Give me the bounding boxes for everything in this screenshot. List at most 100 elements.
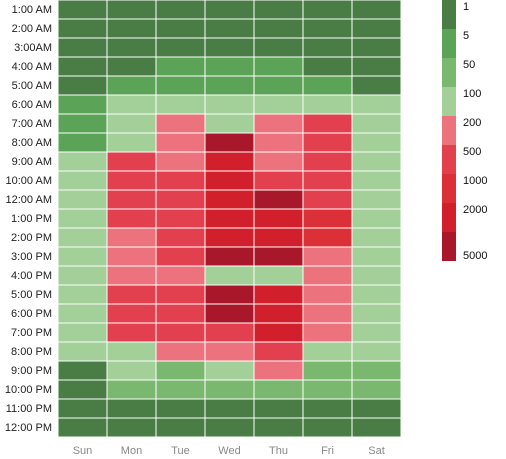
row-label: 3:00AM — [14, 42, 52, 54]
heatmap-cell — [155, 37, 206, 58]
heatmap-cell — [253, 398, 304, 419]
heatmap-cell — [351, 189, 402, 210]
heatmap-cell — [302, 379, 353, 400]
heatmap-cell — [302, 170, 353, 191]
legend-label: 1 — [463, 1, 469, 13]
heatmap-cell — [155, 113, 206, 134]
heatmap-cell — [351, 37, 402, 58]
heatmap-cell — [155, 417, 206, 438]
heatmap-cell — [106, 398, 157, 419]
heatmap-cell — [302, 37, 353, 58]
heatmap-cell — [302, 360, 353, 381]
heatmap-cell — [204, 341, 255, 362]
heatmap-cell — [155, 170, 206, 191]
row-label: 4:00 PM — [11, 270, 52, 282]
heatmap-cell — [351, 284, 402, 305]
heatmap-cell — [106, 246, 157, 267]
heatmap-cell — [302, 151, 353, 172]
heatmap-cell — [155, 94, 206, 115]
heatmap-cell — [302, 265, 353, 286]
heatmap-cell — [155, 284, 206, 305]
heatmap-cell — [253, 322, 304, 343]
legend-swatch — [442, 145, 456, 174]
heatmap-cell — [351, 265, 402, 286]
heatmap-cell — [106, 94, 157, 115]
heatmap-cell — [253, 208, 304, 229]
heatmap-cell — [204, 75, 255, 96]
heatmap-cell — [204, 94, 255, 115]
heatmap-cell — [302, 189, 353, 210]
heatmap-cell — [351, 322, 402, 343]
heatmap-cell — [106, 0, 157, 20]
column-label: Sun — [73, 445, 93, 457]
heatmap-cell — [253, 360, 304, 381]
heatmap-cell — [253, 18, 304, 39]
heatmap-cell — [253, 113, 304, 134]
row-label: 12:00 AM — [6, 194, 52, 206]
heatmap-cell — [155, 151, 206, 172]
heatmap-cell — [57, 398, 108, 419]
row-label: 7:00 PM — [11, 327, 52, 339]
heatmap-cell — [253, 341, 304, 362]
heatmap-cell — [106, 189, 157, 210]
heatmap-cell — [351, 303, 402, 324]
heatmap-cell — [253, 37, 304, 58]
heatmap-cell — [302, 56, 353, 77]
column-label: Sat — [368, 445, 385, 457]
heatmap-cell — [302, 0, 353, 20]
heatmap-cell — [204, 0, 255, 20]
heatmap-cell — [106, 18, 157, 39]
heatmap-cell — [106, 265, 157, 286]
legend-swatch — [442, 58, 456, 87]
heatmap-cell — [253, 0, 304, 20]
heatmap-cell — [302, 246, 353, 267]
heatmap-cell — [155, 341, 206, 362]
heatmap-cell — [351, 398, 402, 419]
heatmap-cell — [253, 227, 304, 248]
legend-swatch — [442, 87, 456, 116]
heatmap-cell — [106, 37, 157, 58]
heatmap-cell — [204, 265, 255, 286]
heatmap-cell — [351, 227, 402, 248]
heatmap-cell — [351, 208, 402, 229]
heatmap-cell — [302, 94, 353, 115]
heatmap-cell — [253, 94, 304, 115]
heatmap-cell — [204, 379, 255, 400]
legend-swatch — [442, 29, 456, 58]
heatmap-cell — [351, 56, 402, 77]
heatmap-cell — [253, 75, 304, 96]
heatmap-cell — [155, 246, 206, 267]
legend-swatch — [442, 116, 456, 145]
heatmap-cell — [204, 208, 255, 229]
heatmap-cell — [155, 18, 206, 39]
heatmap-cell — [204, 284, 255, 305]
legend-label: 5000 — [463, 250, 487, 262]
row-label: 6:00 AM — [12, 99, 52, 111]
row-label: 5:00 AM — [12, 80, 52, 92]
heatmap-cell — [57, 132, 108, 153]
heatmap-cell — [204, 18, 255, 39]
row-label: 1:00 AM — [12, 4, 52, 16]
heatmap-cell — [57, 284, 108, 305]
heatmap-cell — [351, 246, 402, 267]
heatmap-cell — [106, 284, 157, 305]
heatmap-cell — [106, 56, 157, 77]
heatmap-cell — [302, 18, 353, 39]
heatmap-cell — [351, 360, 402, 381]
heatmap-cell — [351, 341, 402, 362]
heatmap-cell — [57, 246, 108, 267]
heatmap-cell — [302, 417, 353, 438]
heatmap-cell — [155, 0, 206, 20]
heatmap-cell — [204, 132, 255, 153]
heatmap-cell — [155, 189, 206, 210]
legend-swatch — [442, 174, 456, 203]
heatmap-cell — [302, 132, 353, 153]
heatmap-cell — [155, 398, 206, 419]
row-label: 2:00 AM — [12, 23, 52, 35]
heatmap-cell — [253, 379, 304, 400]
heatmap-cell — [204, 322, 255, 343]
heatmap-cell — [253, 284, 304, 305]
heatmap-cell — [204, 151, 255, 172]
heatmap-cell — [351, 18, 402, 39]
legend-label: 50 — [463, 59, 475, 71]
